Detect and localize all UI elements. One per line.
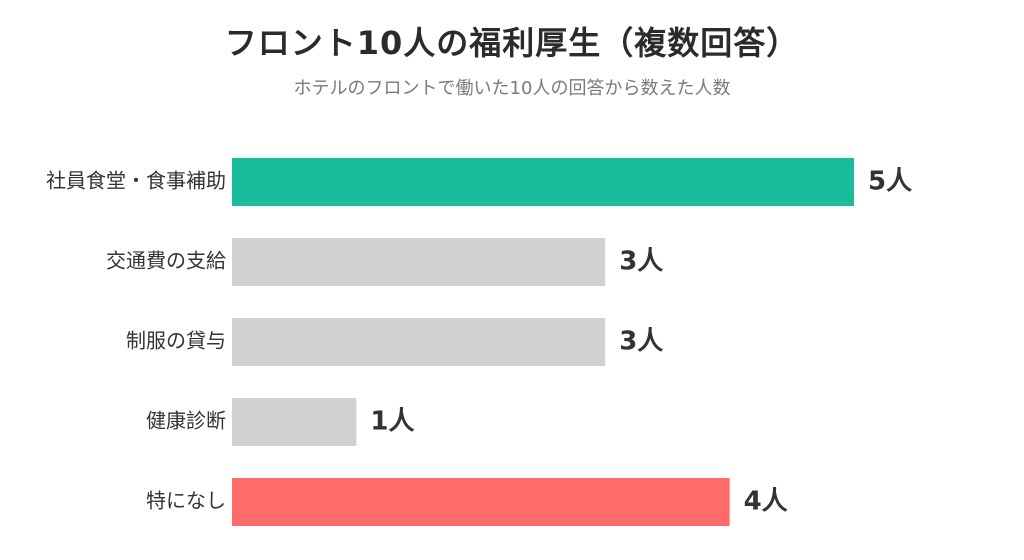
value-label: 1人 [370,407,414,437]
chart-subtitle: ホテルのフロントで働いた10人の回答から数えた人数 [293,78,731,99]
value-label: 5人 [868,167,912,197]
value-label: 4人 [744,487,788,517]
category-label: 特になし [146,489,226,513]
value-label: 3人 [619,327,663,357]
chart-title: フロント10人の福利厚生（複数回答） [224,24,800,62]
bar [232,158,854,206]
bar [232,398,357,446]
bar [232,318,606,366]
bar [232,238,606,286]
category-label: 健康診断 [146,409,226,433]
bar [232,478,730,526]
category-label: 社員食堂・食事補助 [46,169,226,193]
category-label: 交通費の支給 [106,249,226,273]
value-label: 3人 [619,247,663,277]
category-label: 制服の貸与 [126,329,226,353]
